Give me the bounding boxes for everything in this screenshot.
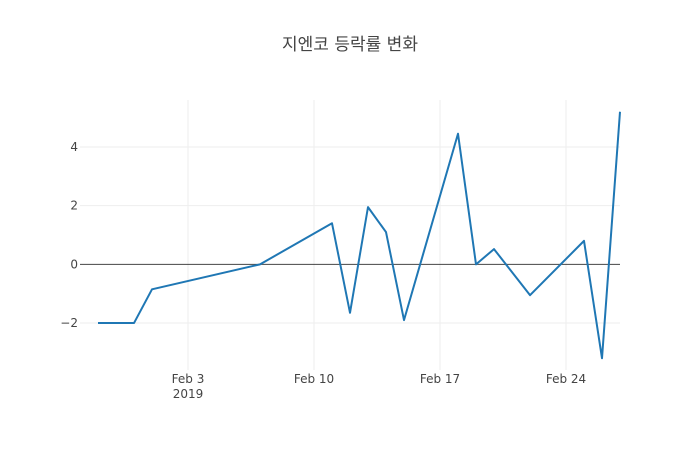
x-tick-label: Feb 24 (546, 372, 586, 386)
y-tick-label: 2 (70, 199, 78, 213)
y-tick-label: 0 (70, 257, 78, 271)
series-layer (97, 111, 621, 360)
x-tick-label: Feb 17 (420, 372, 460, 386)
x-tick-sublabel: 2019 (173, 387, 204, 401)
series-line (98, 111, 621, 360)
y-tick-label: −2 (60, 316, 78, 330)
y-tick-label: 4 (70, 140, 78, 154)
x-tick-label: Feb 3 (172, 372, 205, 386)
grid-layer (80, 100, 620, 370)
x-tick-label: Feb 10 (294, 372, 334, 386)
chart-title: 지엔코 등락률 변화 (282, 35, 418, 55)
